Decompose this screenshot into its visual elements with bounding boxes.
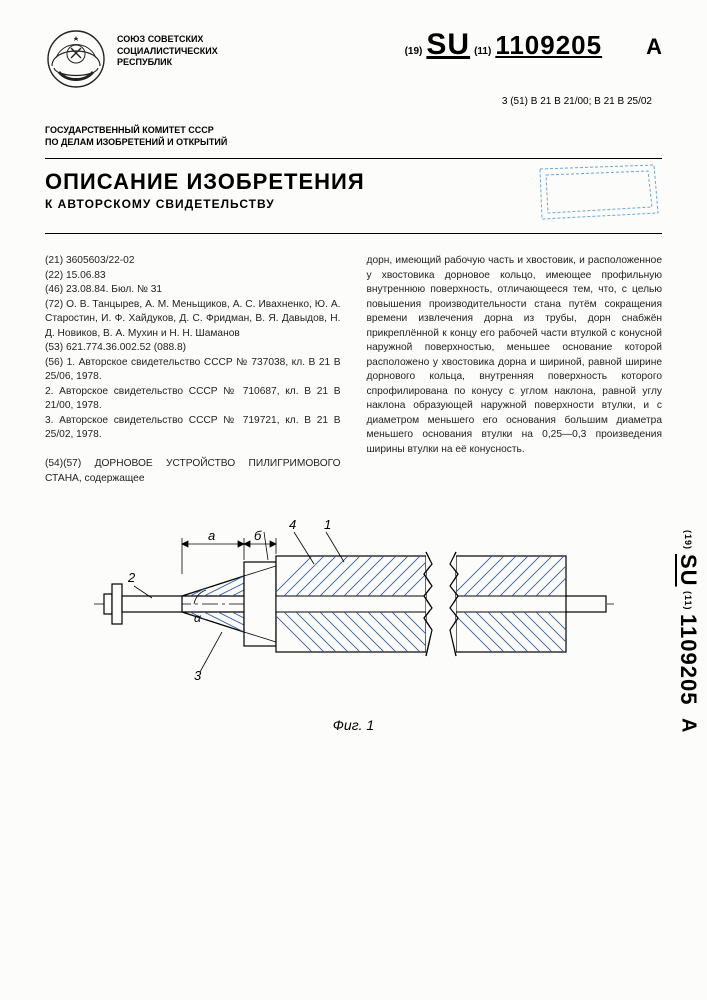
emblem-block: СОЮЗ СОВЕТСКИХ СОЦИАЛИСТИЧЕСКИХ РЕСПУБЛИ… bbox=[45, 28, 218, 90]
doc-title: ОПИСАНИЕ ИЗОБРЕТЕНИЯ bbox=[45, 169, 516, 195]
union-line: СОЦИАЛИСТИЧЕСКИХ bbox=[117, 46, 218, 58]
svg-text:4: 4 bbox=[289, 517, 296, 532]
committee-line: ГОСУДАРСТВЕННЫЙ КОМИТЕТ СССР bbox=[45, 125, 662, 137]
su-prefix: (19) bbox=[405, 46, 423, 57]
svg-text:1: 1 bbox=[324, 517, 331, 532]
ipc-classification: 3 (51) B 21 B 21/00; B 21 B 25/02 bbox=[45, 96, 662, 107]
su-number: 1109205 bbox=[495, 30, 602, 61]
tube-body bbox=[264, 524, 614, 684]
body-columns: (21) 3605603/22-02 (22) 15.06.83 (46) 23… bbox=[0, 240, 707, 486]
header: СОЮЗ СОВЕТСКИХ СОЦИАЛИСТИЧЕСКИХ РЕСПУБЛИ… bbox=[0, 0, 707, 234]
side-suffix: A bbox=[677, 718, 700, 733]
side-doc-number: (19) SU (11) 1109205 A bbox=[675, 530, 701, 733]
side-su: SU bbox=[675, 554, 701, 587]
ussr-emblem-icon bbox=[45, 28, 107, 90]
side-prefix: (19) bbox=[683, 530, 693, 550]
header-top-row: СОЮЗ СОВЕТСКИХ СОЦИАЛИСТИЧЕСКИХ РЕСПУБЛИ… bbox=[45, 28, 662, 90]
doc-subtitle: К АВТОРСКОМУ СВИДЕТЕЛЬСТВУ bbox=[45, 197, 516, 211]
right-column: дорн, имеющий рабочую часть и хвостовик,… bbox=[367, 254, 663, 486]
dim-a: a bbox=[208, 528, 215, 543]
committee-line: ПО ДЕЛАМ ИЗОБРЕТЕНИЙ И ОТКРЫТИЙ bbox=[45, 137, 662, 149]
union-text: СОЮЗ СОВЕТСКИХ СОЦИАЛИСТИЧЕСКИХ РЕСПУБЛИ… bbox=[117, 28, 218, 69]
divider bbox=[45, 233, 662, 234]
side-number: 1109205 bbox=[675, 614, 701, 705]
svg-text:α: α bbox=[194, 611, 202, 625]
ring bbox=[244, 562, 276, 646]
svg-text:2: 2 bbox=[127, 570, 136, 585]
stamp-icon bbox=[532, 159, 662, 223]
technical-drawing: a б α 4 1 2 3 bbox=[94, 504, 614, 704]
committee-name: ГОСУДАРСТВЕННЫЙ КОМИТЕТ СССР ПО ДЕЛАМ ИЗ… bbox=[45, 125, 662, 148]
su-suffix: A bbox=[646, 34, 662, 60]
union-line: СОЮЗ СОВЕТСКИХ bbox=[117, 34, 218, 46]
su-code: SU bbox=[426, 28, 470, 62]
union-line: РЕСПУБЛИК bbox=[117, 57, 218, 69]
doc-number-block: (19) SU (11) 1109205 A bbox=[405, 28, 662, 62]
dim-b: б bbox=[254, 528, 262, 543]
page: СОЮЗ СОВЕТСКИХ СОЦИАЛИСТИЧЕСКИХ РЕСПУБЛИ… bbox=[0, 0, 707, 1000]
left-column: (21) 3605603/22-02 (22) 15.06.83 (46) 23… bbox=[45, 254, 341, 486]
su-mid: (11) bbox=[474, 46, 491, 57]
figure-label: Фиг. 1 bbox=[45, 717, 662, 733]
figure-block: a б α 4 1 2 3 Фиг. 1 bbox=[0, 486, 707, 733]
side-mid: (11) bbox=[683, 591, 693, 611]
title-row: ОПИСАНИЕ ИЗОБРЕТЕНИЯ К АВТОРСКОМУ СВИДЕТ… bbox=[45, 165, 662, 223]
title-block: ОПИСАНИЕ ИЗОБРЕТЕНИЯ К АВТОРСКОМУ СВИДЕТ… bbox=[45, 165, 516, 217]
